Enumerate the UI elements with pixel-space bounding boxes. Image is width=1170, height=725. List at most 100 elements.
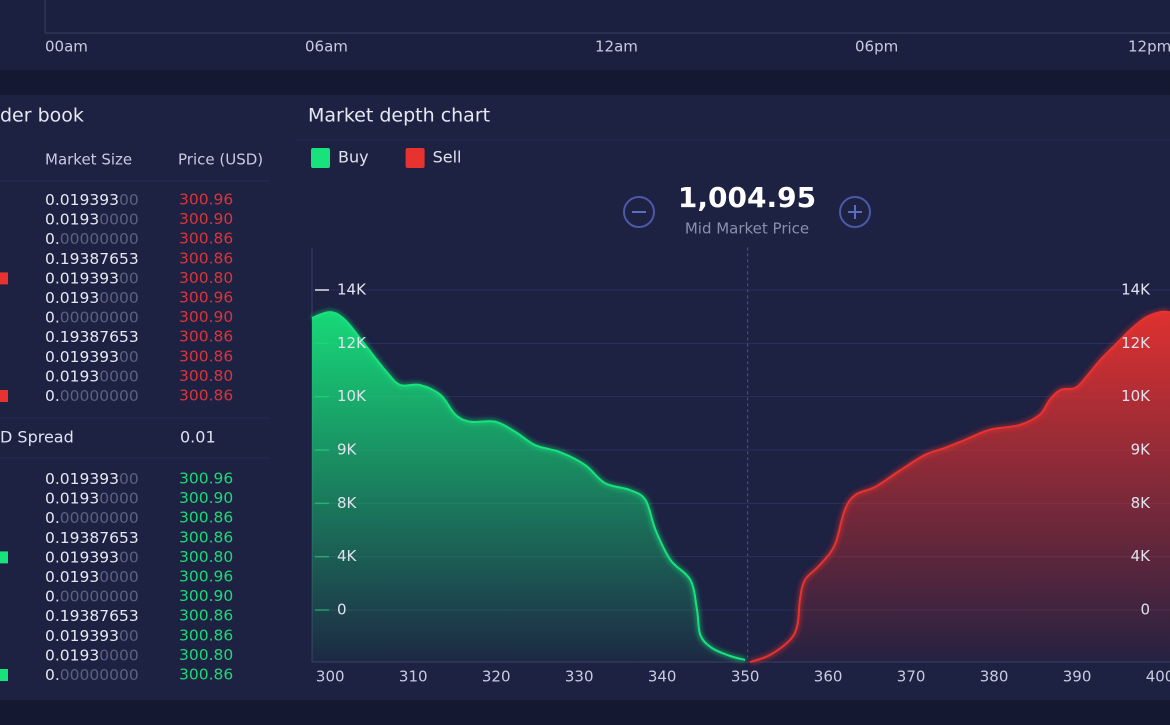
- column-header: Price (USD): [178, 151, 263, 169]
- size-digits: 0.0193: [45, 568, 99, 586]
- zoom-in-button[interactable]: [839, 196, 871, 228]
- size-padding: 00: [119, 269, 139, 287]
- price: 300.80: [179, 367, 233, 385]
- y-tick-label: 12K: [337, 334, 367, 352]
- x-tick-label: 360: [814, 668, 843, 686]
- size-digits: 0.: [45, 509, 60, 527]
- size-digits: 0.19387653: [45, 607, 139, 625]
- time-label: 12am: [595, 38, 638, 56]
- market-size: 0.00000000: [45, 387, 139, 405]
- market-size: 0.00000000: [45, 587, 139, 605]
- market-size: 0.01930000: [45, 646, 139, 664]
- size-padding: 00: [119, 191, 139, 209]
- price: 300.86: [179, 347, 233, 365]
- price: 300.96: [179, 470, 233, 488]
- price: 300.86: [179, 528, 233, 546]
- size-digits: 0.019393: [45, 347, 119, 365]
- price: 300.86: [179, 328, 233, 346]
- side-marker: [0, 669, 8, 681]
- market-size: 0.19387653: [45, 528, 139, 546]
- size-padding: 0000: [99, 489, 138, 507]
- x-tick-label: 330: [565, 668, 594, 686]
- zoom-out-button[interactable]: [623, 196, 655, 228]
- size-digits: 0.019393: [45, 470, 119, 488]
- y-tick-label: 8K: [337, 494, 358, 512]
- size-padding: 00: [119, 470, 139, 488]
- market-size: 0.01939300: [45, 470, 139, 488]
- x-tick-label: 300: [316, 668, 345, 686]
- size-digits: 0.19387653: [45, 328, 139, 346]
- market-size: 0.01930000: [45, 367, 139, 385]
- size-padding: 0000: [99, 289, 138, 307]
- price: 300.86: [179, 626, 233, 644]
- size-digits: 0.019393: [45, 626, 119, 644]
- top-panel: [0, 0, 1170, 70]
- y-tick-label: 9K: [337, 441, 358, 459]
- side-marker: [0, 551, 8, 564]
- size-padding: 00: [119, 548, 139, 566]
- side-marker: [0, 390, 8, 402]
- side-marker: [0, 272, 8, 285]
- price: 300.86: [179, 607, 233, 625]
- x-tick-label: 370: [897, 668, 926, 686]
- time-label: 06pm: [855, 38, 898, 56]
- x-tick-label: 380: [980, 668, 1009, 686]
- y2-tick-label: 0: [1140, 601, 1150, 619]
- bottom-strip: [0, 700, 1170, 725]
- size-digits: 0.0193: [45, 646, 99, 664]
- order-book-rows: 0.01939300 300.960.01930000 300.900.000000…: [0, 191, 233, 684]
- price: 300.96: [179, 289, 233, 307]
- size-digits: 0.0193: [45, 367, 99, 385]
- legend-label: Buy: [338, 148, 369, 167]
- size-digits: 0.0193: [45, 210, 99, 228]
- size-digits: 0.: [45, 387, 60, 405]
- market-size: 0.01930000: [45, 289, 139, 307]
- market-size: 0.19387653: [45, 607, 139, 625]
- market-size: 0.01939300: [45, 191, 139, 209]
- time-label: 06am: [305, 38, 348, 56]
- depth-line: [749, 310, 1170, 663]
- x-tick-label: 320: [482, 668, 511, 686]
- y2-tick-label: 8K: [1131, 494, 1152, 512]
- time-label: 00am: [45, 38, 88, 56]
- depth-area: [312, 312, 746, 662]
- y2-tick-label: 14K: [1121, 281, 1151, 299]
- x-tick-label: 390: [1063, 668, 1092, 686]
- button-ring[interactable]: [623, 196, 655, 228]
- x-tick-label: 400: [1146, 668, 1170, 686]
- price: 300.80: [179, 548, 233, 566]
- size-padding: 00000000: [60, 587, 139, 605]
- size-digits: 0.: [45, 308, 60, 326]
- market-size: 0.01930000: [45, 568, 139, 586]
- price: 300.96: [179, 191, 233, 209]
- size-padding: 00000000: [60, 666, 139, 684]
- button-ring[interactable]: [839, 196, 871, 228]
- price: 300.90: [179, 308, 233, 326]
- y2-tick-label: 4K: [1131, 547, 1152, 565]
- size-digits: 0.0193: [45, 489, 99, 507]
- price: 300.86: [179, 387, 233, 405]
- size-digits: 0.: [45, 230, 60, 248]
- price: 300.86: [179, 666, 233, 684]
- size-padding: 00000000: [60, 509, 139, 527]
- market-size: 0.00000000: [45, 308, 139, 326]
- legend-label: Sell: [433, 148, 462, 167]
- y-tick-label: 4K: [337, 547, 358, 565]
- price: 300.80: [179, 269, 233, 287]
- order-book-title: der book: [0, 105, 84, 127]
- price: 300.86: [179, 230, 233, 248]
- spread-label: D Spread: [0, 428, 74, 447]
- price: 300.96: [179, 568, 233, 586]
- y2-tick-label: 12K: [1121, 334, 1151, 352]
- size-padding: 00000000: [60, 308, 139, 326]
- x-tick-label: 340: [648, 668, 677, 686]
- spread-value: 0.01: [180, 428, 216, 447]
- market-size: 0.01939300: [45, 626, 139, 644]
- legend: Buy Sell: [311, 148, 462, 168]
- time-label: 12pm: [1128, 38, 1170, 56]
- legend-swatch: [311, 148, 330, 168]
- size-padding: 0000: [99, 646, 138, 664]
